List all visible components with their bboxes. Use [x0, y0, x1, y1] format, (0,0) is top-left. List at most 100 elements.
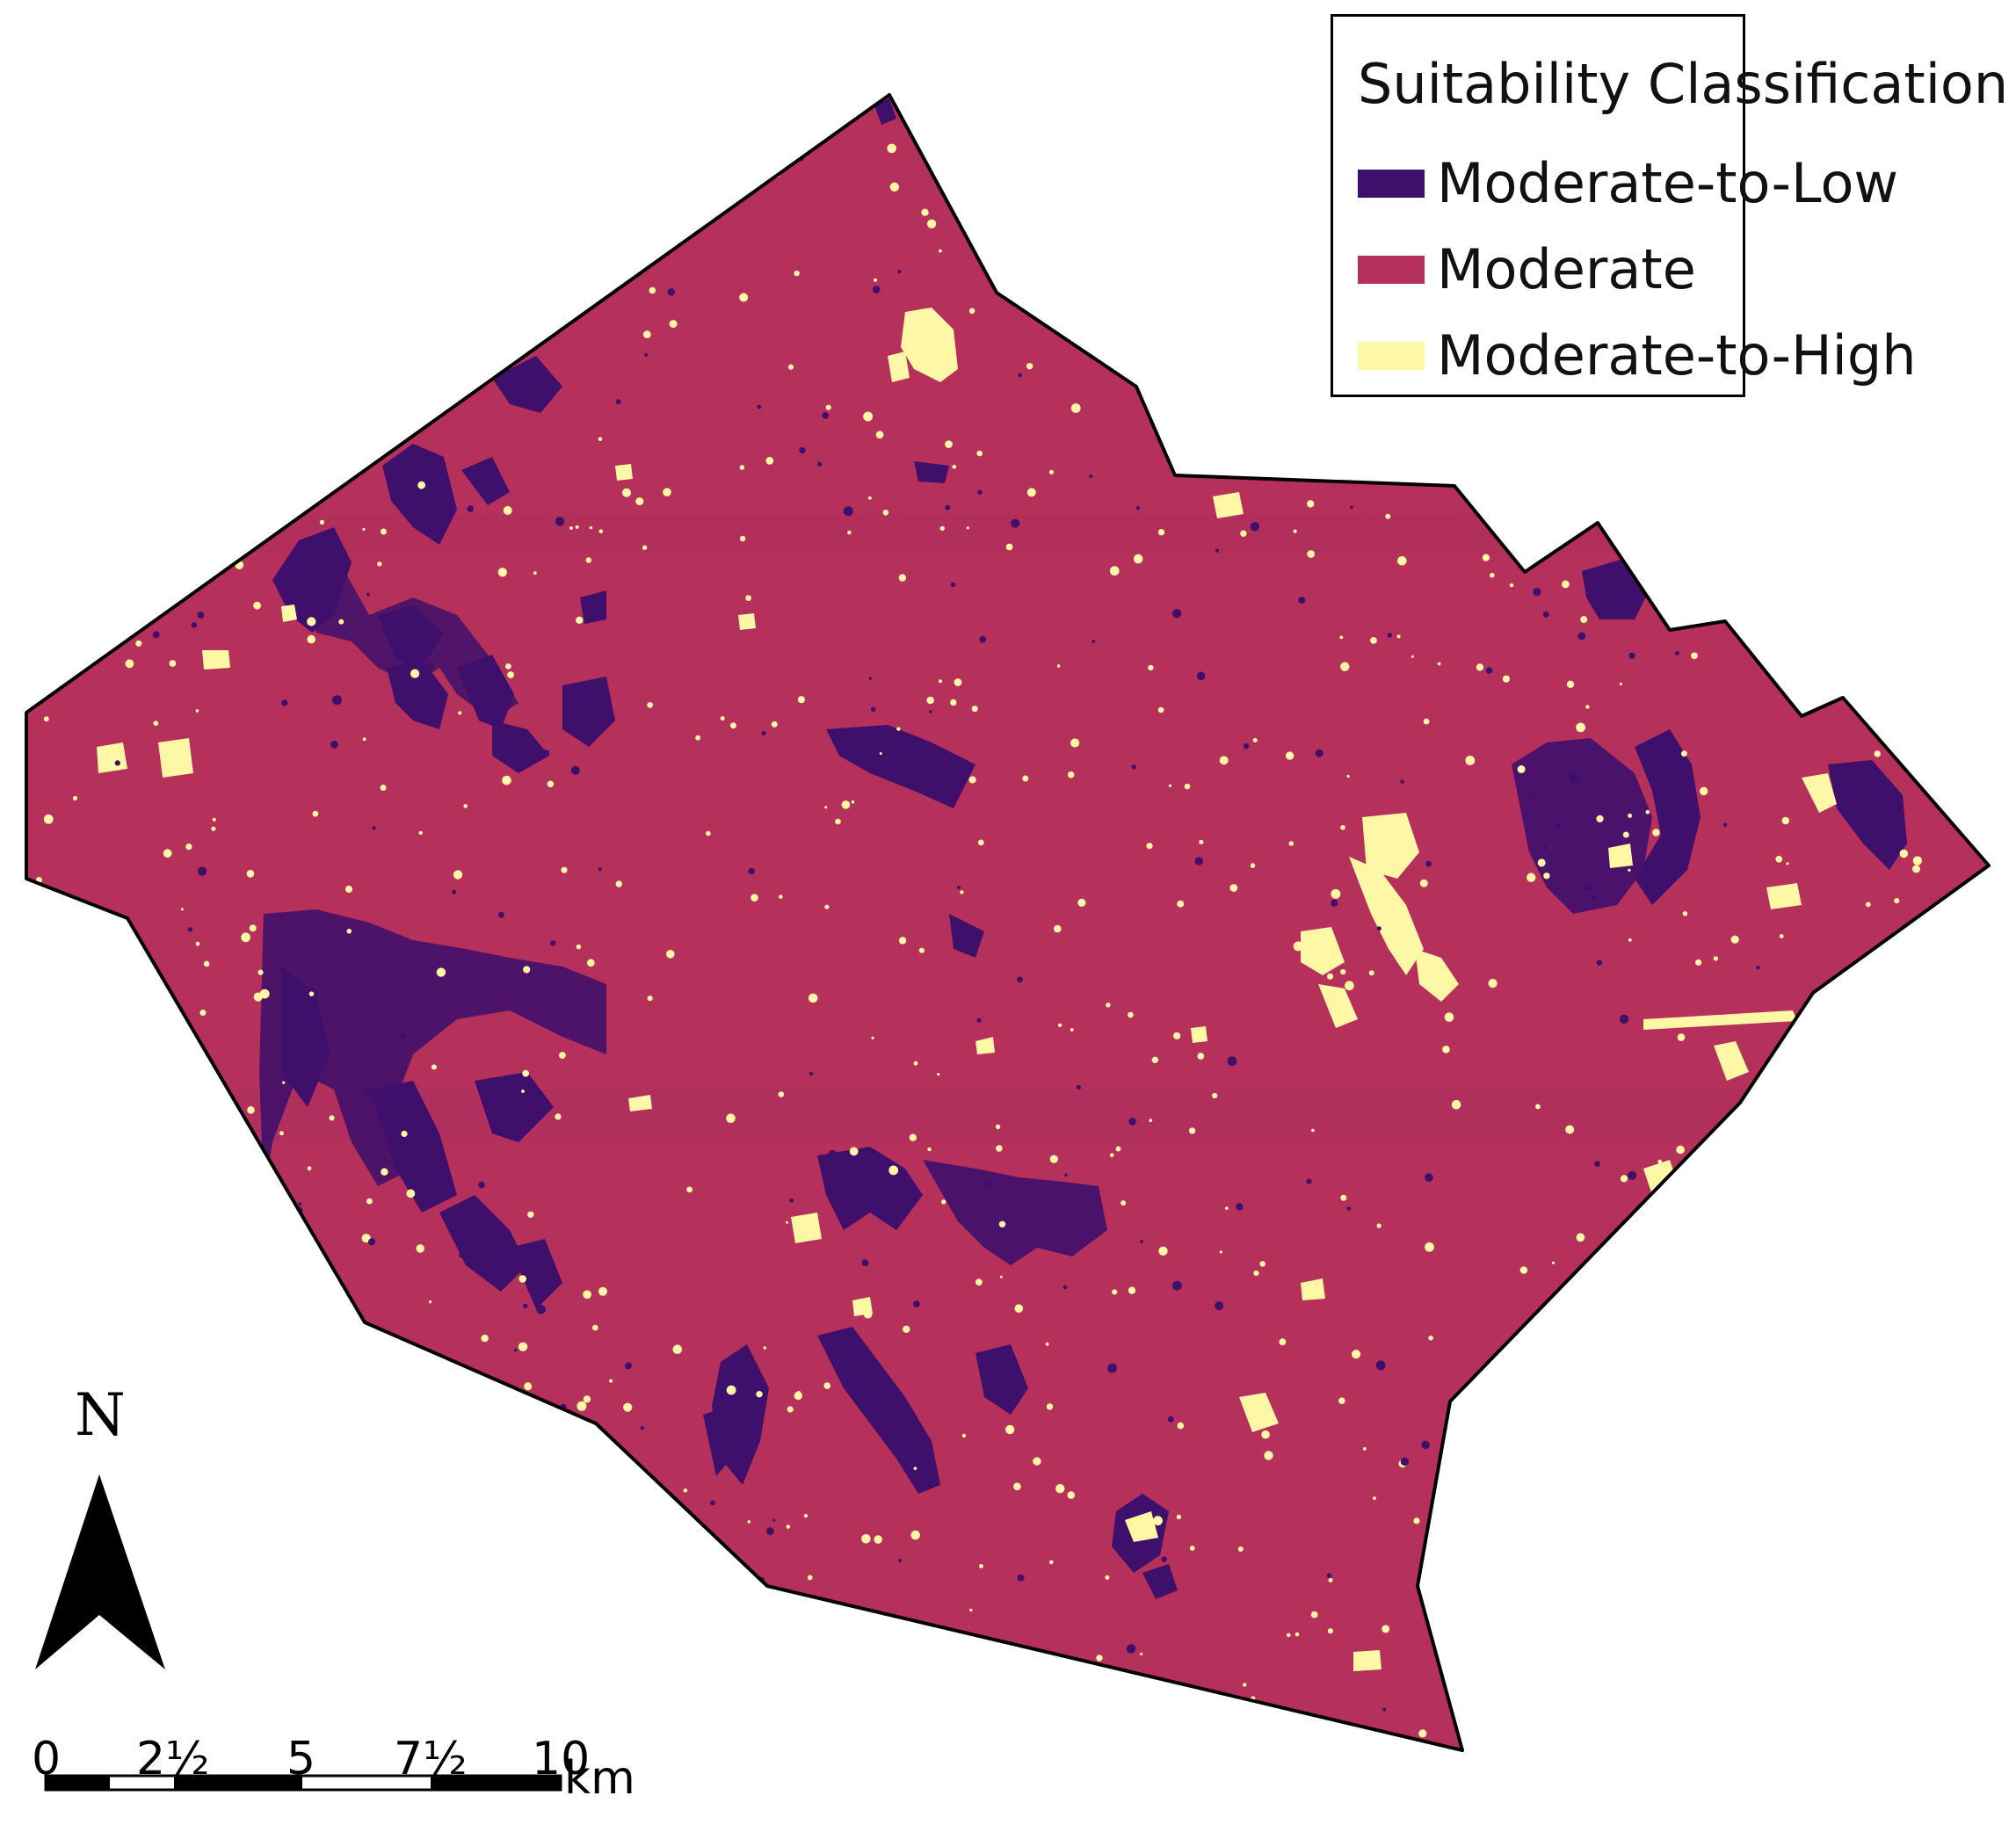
legend-item-moderate-to-high: Moderate-to-High [1358, 328, 1917, 384]
raster-pixel [1873, 623, 1878, 628]
raster-pixel [1801, 567, 1810, 576]
raster-pixel [1246, 245, 1255, 254]
raster-pixel [960, 890, 964, 894]
raster-pixel [452, 1562, 456, 1566]
raster-pixel [1555, 1337, 1563, 1346]
raster-pixel [211, 1326, 215, 1330]
raster-pixel [1882, 1595, 1889, 1600]
raster-pixel [1326, 1573, 1332, 1578]
raster-pixel [1288, 841, 1294, 846]
raster-pixel [1676, 1145, 1685, 1155]
raster-pixel [1837, 1517, 1841, 1523]
raster-pixel [1773, 415, 1783, 425]
raster-pixel [976, 450, 983, 457]
raster-pixel [1558, 1471, 1569, 1481]
raster-pixel [786, 1220, 789, 1224]
raster-pixel [1585, 885, 1592, 892]
raster-pixel [249, 1250, 259, 1261]
raster-pixel [894, 1739, 903, 1749]
raster-pixel [434, 1393, 444, 1402]
raster-pixel [1423, 718, 1430, 725]
raster-pixel [388, 1662, 398, 1671]
raster-pixel [153, 720, 159, 726]
raster-pixel [794, 270, 800, 277]
raster-pixel [667, 164, 673, 170]
raster-pixel [114, 760, 120, 766]
raster-pixel [1585, 705, 1590, 709]
raster-pixel [65, 539, 70, 545]
raster-pixel [229, 293, 237, 301]
raster-pixel [401, 1130, 408, 1137]
raster-pixel [549, 1544, 560, 1553]
raster-pixel [369, 164, 376, 170]
raster-pixel [1846, 254, 1854, 262]
raster-pixel [1410, 655, 1414, 658]
raster-pixel [163, 849, 172, 858]
raster-pixel [1418, 1729, 1427, 1738]
raster-pixel [439, 382, 444, 388]
raster-pixel [1340, 969, 1346, 975]
raster-pixel [996, 1145, 1003, 1152]
raster-pixel [1661, 1305, 1664, 1308]
raster-pixel [47, 1301, 56, 1310]
raster-pixel [178, 1549, 184, 1554]
raster-pixel [1622, 831, 1629, 838]
raster-pixel [399, 307, 407, 315]
raster-pixel [1049, 1740, 1059, 1749]
raster-pixel [644, 352, 649, 357]
raster-pixel [779, 894, 783, 899]
raster-pixel [1628, 1170, 1637, 1180]
raster-pixel [1918, 147, 1925, 153]
raster-pixel [1908, 1161, 1915, 1169]
raster-pixel [898, 574, 907, 582]
raster-pixel [585, 557, 591, 563]
raster-pixel [507, 671, 514, 678]
raster-pixel [1346, 774, 1350, 778]
raster-pixel [262, 1519, 270, 1527]
raster-pixel [1285, 751, 1294, 760]
raster-pixel [43, 814, 54, 824]
raster-pixel [580, 1584, 589, 1592]
raster-pixel [1724, 1592, 1734, 1603]
raster-pixel [1368, 970, 1374, 976]
raster-pixel [1143, 394, 1149, 400]
raster-pixel [1578, 1634, 1582, 1638]
raster-pixel [867, 496, 872, 500]
raster-pixel [941, 1199, 946, 1205]
raster-pixel [366, 331, 371, 335]
raster-pixel [330, 741, 338, 749]
raster-pixel [1839, 1232, 1846, 1239]
raster-pixel [1005, 1424, 1015, 1435]
raster-pixel [563, 1691, 572, 1698]
raster-pixel [1346, 1206, 1352, 1211]
raster-pixel [1229, 121, 1237, 129]
raster-pixel [576, 616, 584, 624]
raster-pixel [663, 488, 671, 496]
raster-pixel [1020, 1709, 1028, 1716]
raster-pixel [1628, 938, 1632, 942]
raster-pixel [939, 525, 946, 532]
raster-pixel [1482, 554, 1490, 561]
raster-pixel [1652, 829, 1660, 836]
raster-pixel [1070, 738, 1080, 748]
raster-pixel [1912, 865, 1920, 873]
raster-pixel [505, 663, 511, 670]
raster-pixel [452, 889, 456, 894]
raster-pixel [937, 1073, 940, 1076]
raster-pixel [1674, 651, 1679, 655]
raster-pixel [950, 582, 956, 588]
raster-pixel [1425, 860, 1432, 867]
raster-pixel [1561, 1486, 1569, 1494]
raster-pixel [1402, 467, 1407, 473]
raster-pixel [583, 1395, 591, 1403]
raster-pixel [1619, 1014, 1629, 1025]
raster-pixel [201, 496, 207, 502]
raster-pixel [889, 182, 900, 192]
raster-pixel [1759, 626, 1765, 633]
raster-pixel [1308, 296, 1313, 302]
raster-pixel [1899, 849, 1909, 858]
raster-pixel [570, 700, 580, 710]
raster-pixel [828, 1149, 838, 1159]
raster-pixel [1293, 529, 1297, 533]
